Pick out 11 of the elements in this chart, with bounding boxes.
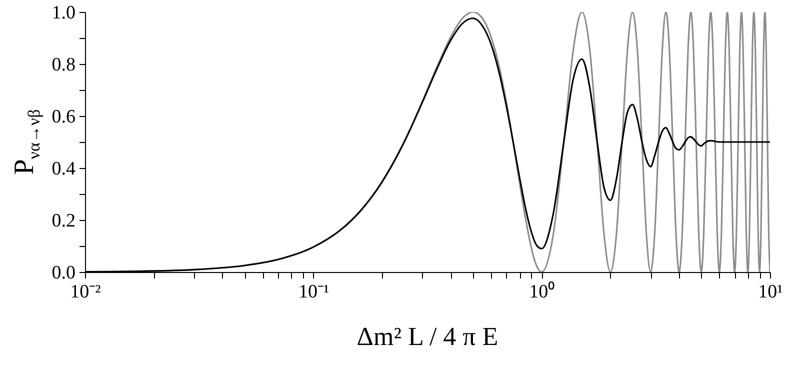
- y-tick-label: 0.8: [52, 54, 76, 76]
- x-tick-label: 10⁻²: [70, 282, 102, 302]
- y-tick-label: 0.6: [52, 106, 76, 128]
- y-tick-label: 0.0: [52, 262, 76, 284]
- x-axis-title: Δm² L / 4 π E: [356, 322, 500, 352]
- y-tick-label: 0.2: [52, 210, 76, 232]
- y-tick-label: 1.0: [52, 2, 76, 24]
- x-tick-label: 10⁰: [529, 280, 556, 302]
- x-tick-label: 10⁻¹: [298, 282, 330, 302]
- y-tick-label: 0.4: [52, 158, 76, 180]
- x-tick-label: 10¹: [758, 282, 784, 302]
